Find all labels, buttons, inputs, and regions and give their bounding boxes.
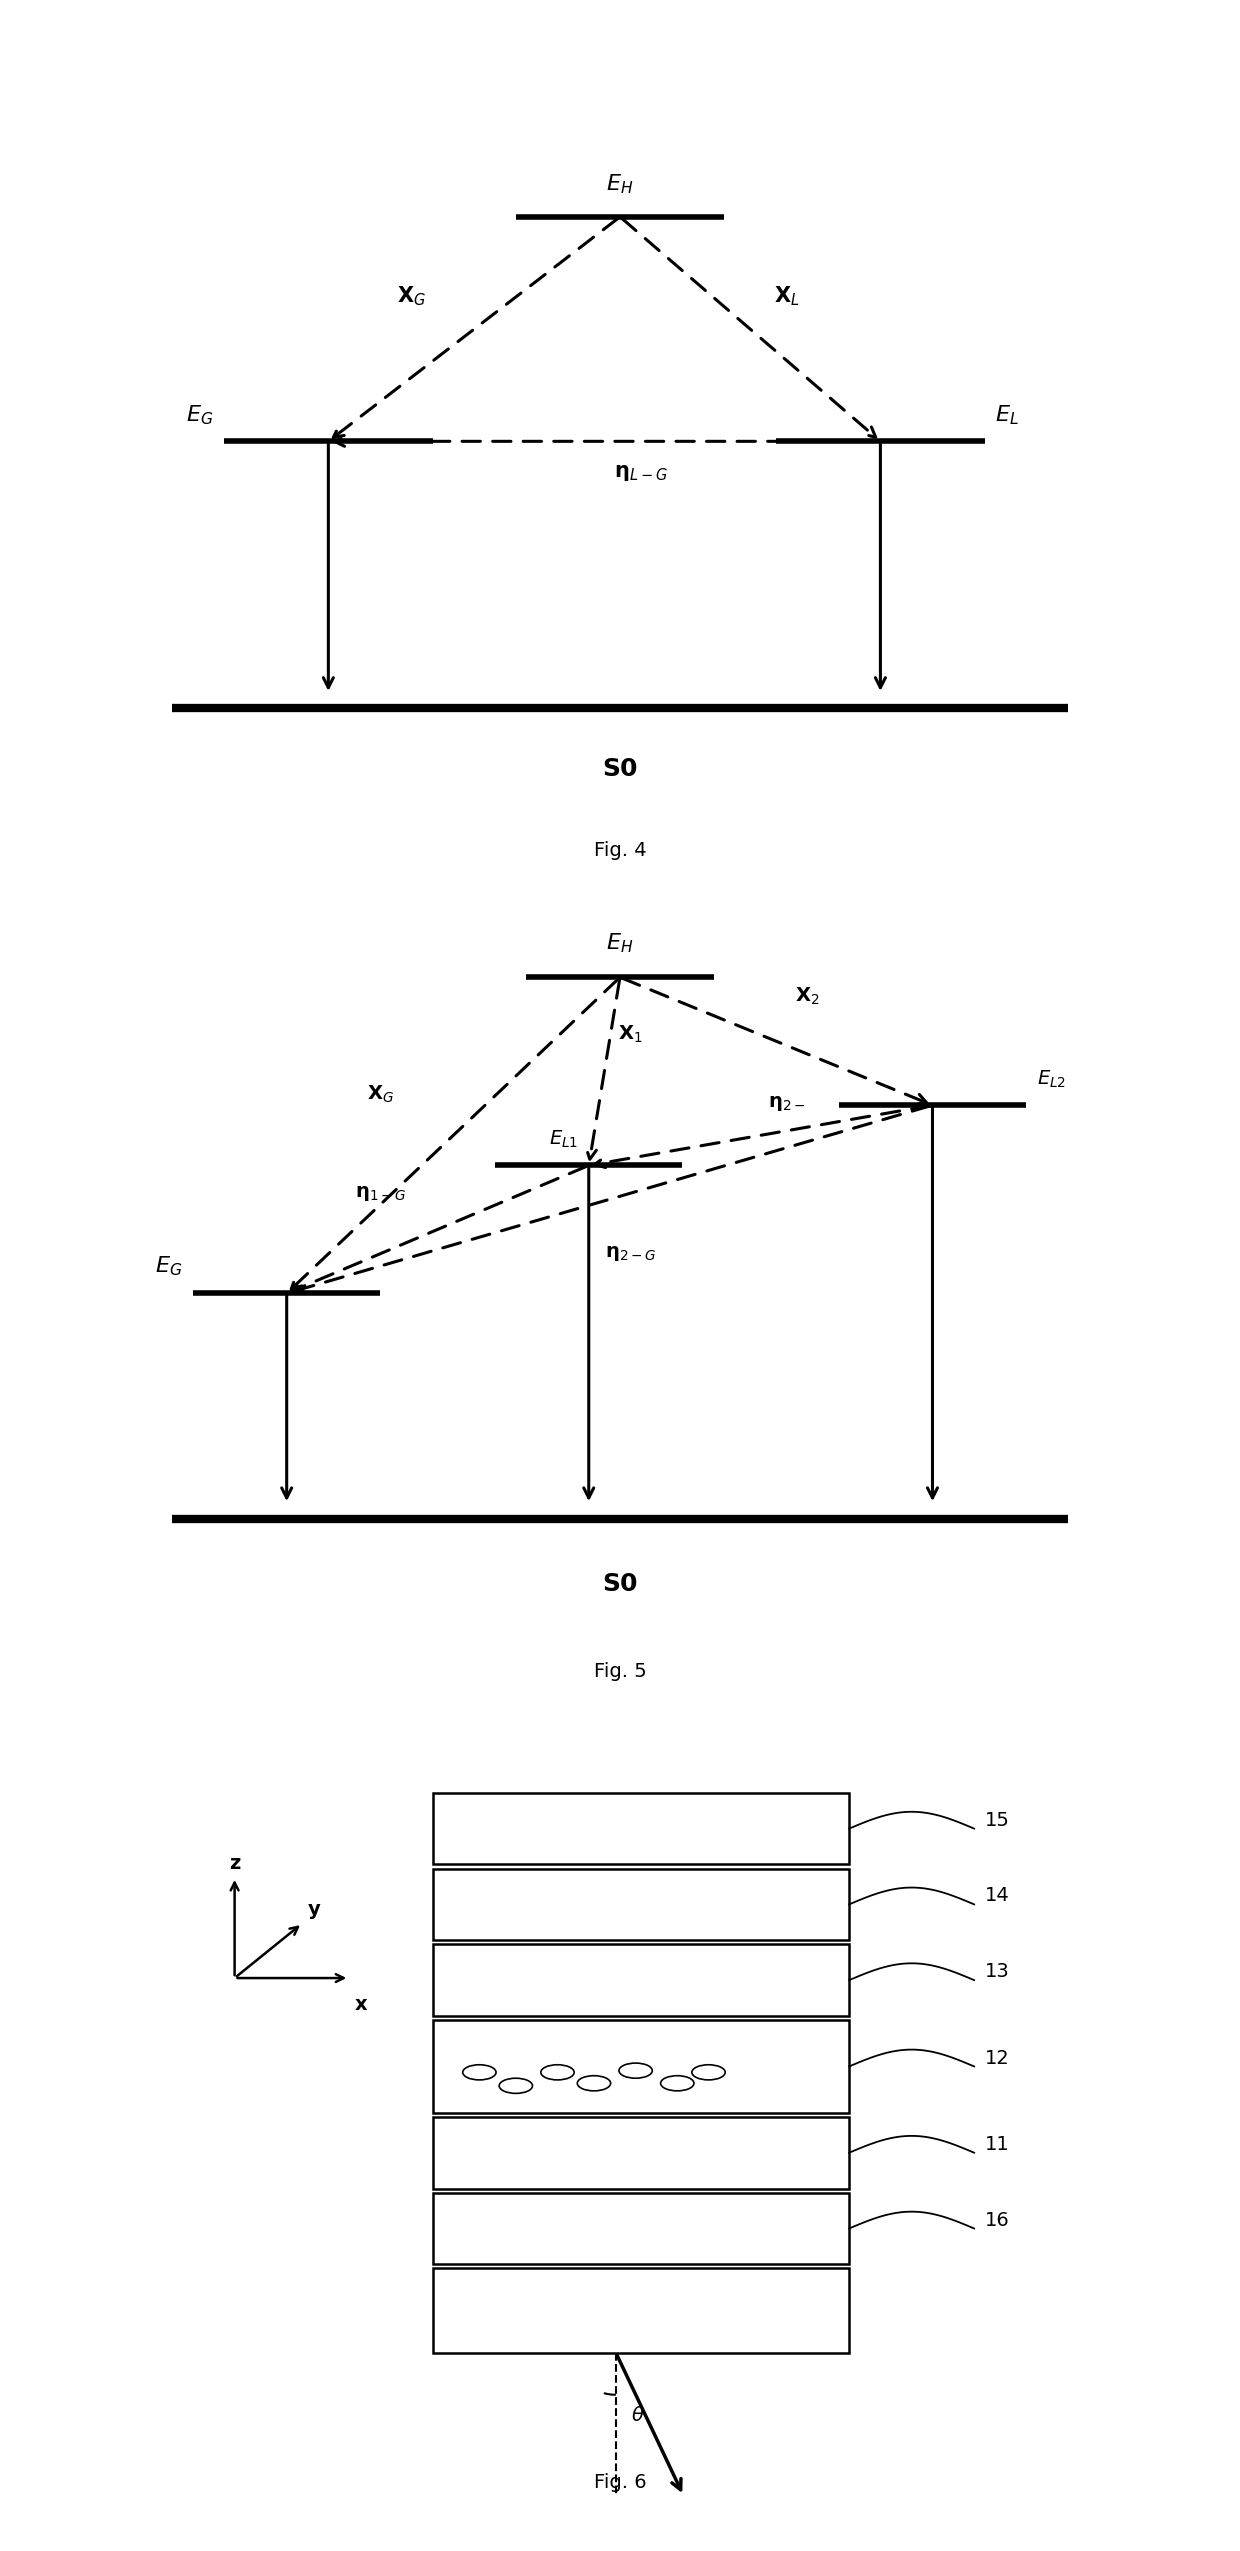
Text: y: y [308,1900,320,1918]
Bar [433,1867,849,1941]
Text: $E_G$: $E_G$ [155,1255,182,1278]
Text: $E_L$: $E_L$ [994,403,1019,426]
Bar [433,1944,849,2015]
Text: 13: 13 [985,1962,1009,1982]
Ellipse shape [692,2064,725,2079]
Text: X$_L$: X$_L$ [774,283,800,309]
Text: 16: 16 [985,2212,1009,2230]
Text: 15: 15 [985,1811,1009,1829]
Text: $E_H$: $E_H$ [606,931,634,954]
Bar [433,2194,849,2265]
Bar [433,2117,849,2189]
Text: z: z [229,1855,241,1872]
Bar [433,2268,849,2352]
Text: $E_H$: $E_H$ [606,171,634,196]
Text: X$_1$: X$_1$ [618,1023,642,1046]
Text: S0: S0 [603,1571,637,1597]
Text: Fig. 5: Fig. 5 [594,1663,646,1681]
Bar [433,1793,849,1865]
Text: Fig. 4: Fig. 4 [594,842,646,860]
Text: η$_{1-G}$: η$_{1-G}$ [355,1184,407,1204]
Text: 14: 14 [985,1888,1009,1906]
Text: x: x [355,1995,367,2013]
Text: Fig. 6: Fig. 6 [594,2472,646,2492]
Ellipse shape [578,2077,610,2092]
Ellipse shape [500,2079,532,2094]
Bar [433,2020,849,2112]
Text: X$_G$: X$_G$ [397,283,427,309]
Text: X$_G$: X$_G$ [367,1084,394,1105]
Ellipse shape [463,2064,496,2079]
Ellipse shape [619,2064,652,2079]
Text: $E_{L2}$: $E_{L2}$ [1037,1069,1066,1089]
Ellipse shape [661,2077,694,2092]
Text: $E_G$: $E_G$ [186,403,213,426]
Text: η$_{2-}$: η$_{2-}$ [768,1094,805,1112]
Text: η$_{L-G}$: η$_{L-G}$ [614,464,667,485]
Ellipse shape [541,2064,574,2079]
Text: 11: 11 [985,2135,1009,2153]
Text: η$_{2-G}$: η$_{2-G}$ [605,1245,656,1263]
Text: X$_2$: X$_2$ [795,987,820,1008]
Text: S0: S0 [603,758,637,781]
Text: 12: 12 [985,2048,1009,2066]
Text: $E_{L1}$: $E_{L1}$ [549,1130,578,1151]
Text: $\theta$: $\theta$ [631,2406,645,2426]
